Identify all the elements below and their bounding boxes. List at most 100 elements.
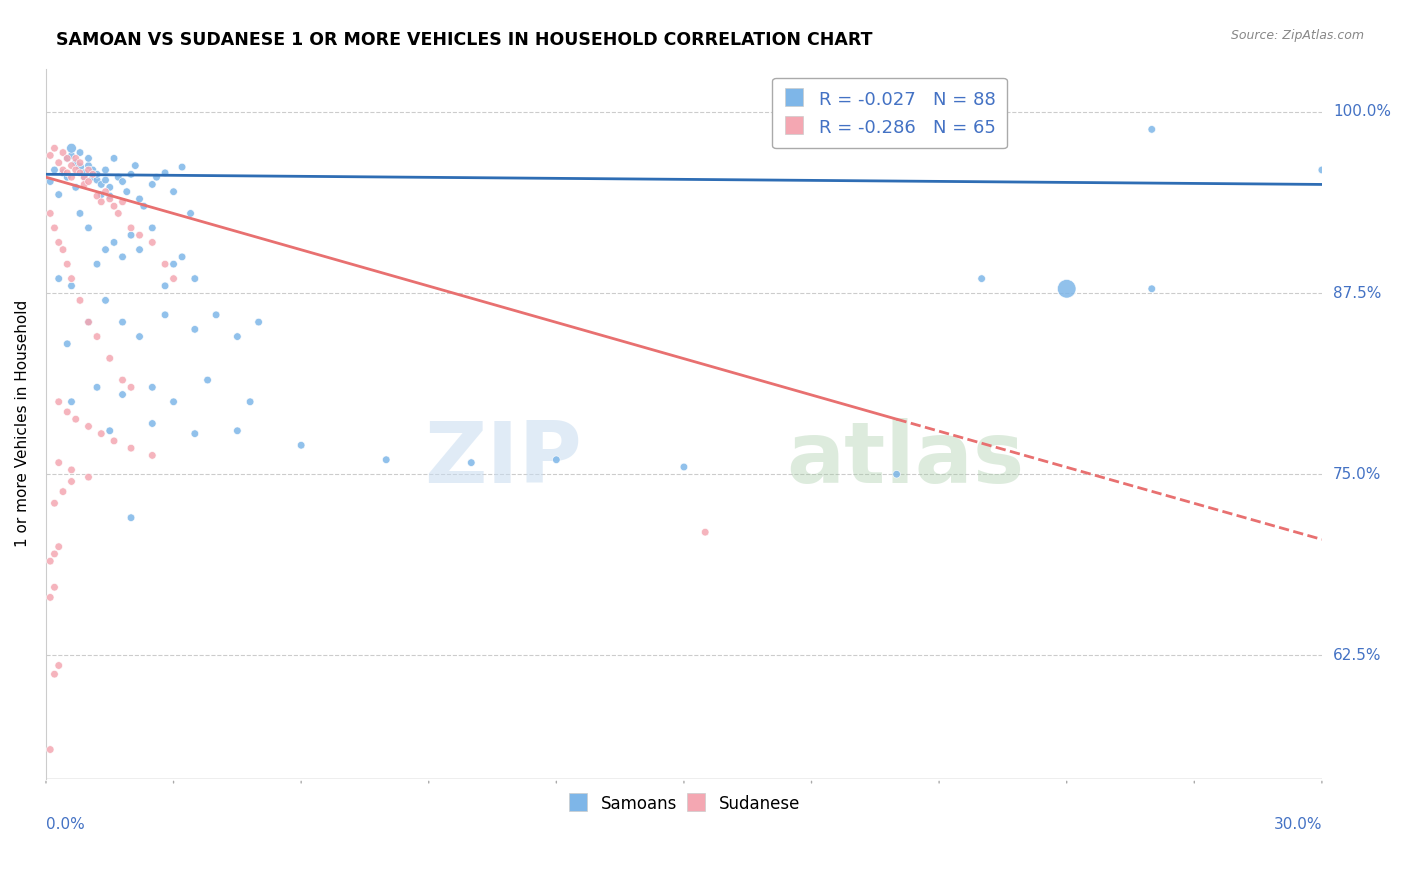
Point [141,449,163,463]
Point [226,424,249,438]
Point [1310,163,1333,178]
Point [98,351,121,366]
Y-axis label: 1 or more Vehicles in Household: 1 or more Vehicles in Household [15,300,30,547]
Point [60,278,83,293]
Point [111,315,134,329]
Point [1056,282,1078,296]
Point [69,293,91,308]
Text: SAMOAN VS SUDANESE 1 OR MORE VEHICLES IN HOUSEHOLD CORRELATION CHART: SAMOAN VS SUDANESE 1 OR MORE VEHICLES IN… [56,31,873,49]
Point [184,426,207,441]
Point [115,185,138,199]
Point [94,243,117,257]
Point [141,417,163,431]
Point [86,380,108,394]
Text: ZIP: ZIP [425,417,582,500]
Point [69,160,91,174]
Point [48,540,70,554]
Point [1140,282,1163,296]
Point [120,220,142,235]
Point [48,658,70,673]
Point [60,271,83,285]
Point [86,189,108,203]
Point [44,547,66,561]
Point [145,170,167,185]
Point [141,220,163,235]
Point [153,308,176,322]
Point [48,235,70,250]
Point [98,189,121,203]
Point [52,484,75,499]
Point [39,148,62,162]
Point [180,206,202,220]
Point [184,322,207,336]
Point [77,220,100,235]
Point [111,373,134,387]
Text: 75.0%: 75.0% [1333,467,1381,482]
Point [77,315,100,329]
Point [44,163,66,178]
Point [460,456,482,470]
Point [60,475,83,489]
Point [86,167,108,181]
Point [184,271,207,285]
Point [90,194,112,209]
Point [375,452,398,467]
Point [94,163,117,178]
Point [111,250,134,264]
Point [69,145,91,160]
Legend: Samoans, Sudanese: Samoans, Sudanese [561,788,807,820]
Point [90,426,112,441]
Point [56,152,79,166]
Point [128,243,150,257]
Point [82,167,104,181]
Point [120,441,142,455]
Point [39,206,62,220]
Point [672,460,695,475]
Point [48,271,70,285]
Point [77,152,100,166]
Point [103,199,125,213]
Point [60,148,83,162]
Point [56,336,79,351]
Point [77,163,100,178]
Text: 0.0%: 0.0% [46,817,84,832]
Point [103,152,125,166]
Point [141,380,163,394]
Point [82,170,104,185]
Point [162,394,184,409]
Point [197,373,219,387]
Point [124,159,146,173]
Point [546,452,568,467]
Point [695,525,717,540]
Point [39,175,62,189]
Point [111,175,134,189]
Point [44,496,66,510]
Point [128,228,150,243]
Point [44,580,66,594]
Point [86,329,108,343]
Point [141,178,163,192]
Point [94,293,117,308]
Point [73,178,96,192]
Point [56,152,79,166]
Point [94,185,117,199]
Text: 87.5%: 87.5% [1333,285,1381,301]
Point [65,412,87,426]
Point [86,257,108,271]
Point [170,160,193,174]
Point [86,173,108,187]
Point [48,394,70,409]
Point [226,329,249,343]
Point [56,257,79,271]
Point [52,145,75,160]
Point [153,257,176,271]
Point [98,180,121,194]
Point [120,380,142,394]
Point [77,159,100,173]
Point [1140,122,1163,136]
Point [77,175,100,189]
Point [77,419,100,434]
Point [65,155,87,169]
Point [44,220,66,235]
Point [39,591,62,605]
